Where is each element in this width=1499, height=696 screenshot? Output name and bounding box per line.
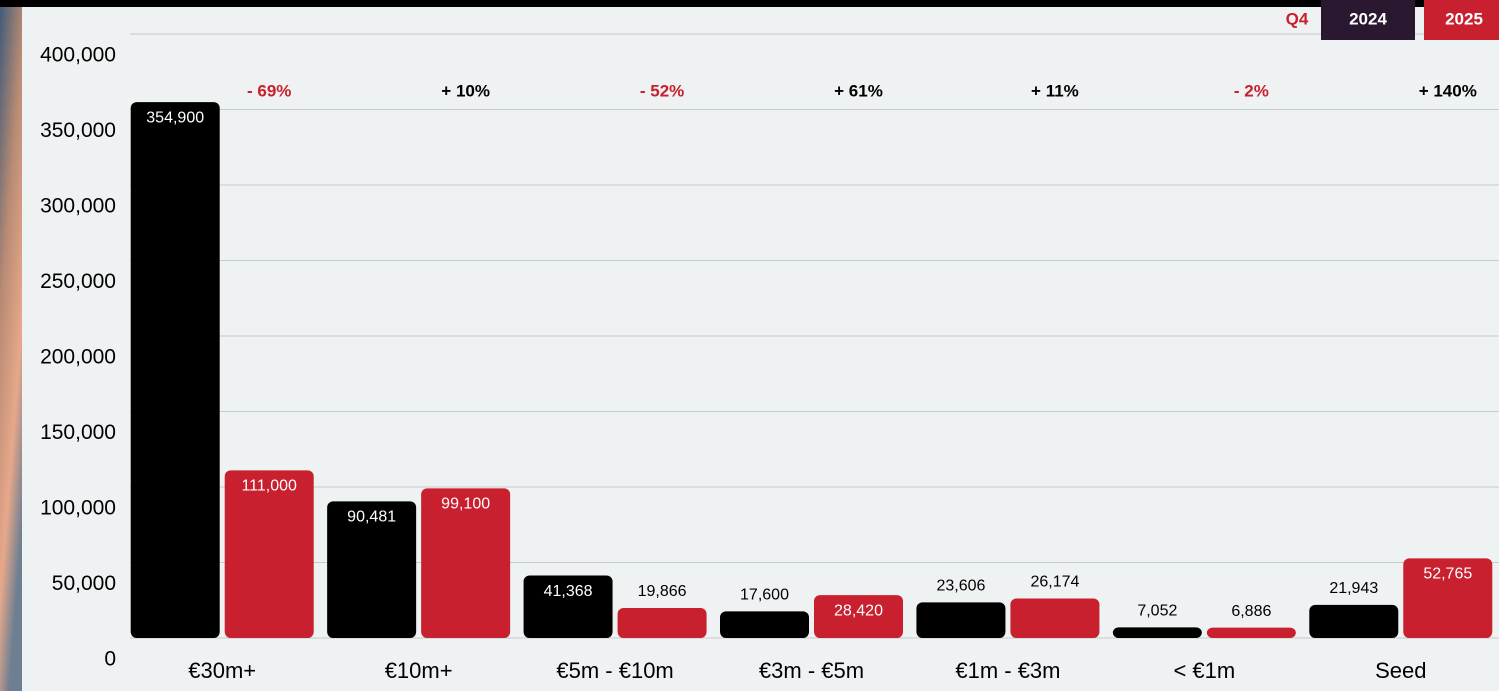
y-tick-label: 200,000 [40,346,116,369]
x-tick-label: €5m - €10m [556,658,673,683]
y-tick-label: 150,000 [40,421,116,444]
x-tick-label: €3m - €5m [759,658,864,683]
y-tick-label: 400,000 [40,44,116,67]
change-label: - 69% [247,81,291,100]
y-tick-label: 250,000 [40,270,116,293]
bar [618,608,707,638]
y-tick-label: 100,000 [40,497,116,520]
side-photo [0,0,22,691]
change-label: + 61% [834,81,883,100]
bar [1010,598,1099,638]
y-tick-label: 50,000 [52,572,116,595]
bar [1309,605,1398,638]
bar [1113,627,1202,638]
chart: Q4 0 50,000 100,000 150,000 200,000 250,000 30… [0,0,1499,691]
data-label: 28,420 [834,602,883,619]
data-label: 111,000 [241,478,297,495]
data-label: 99,100 [441,496,490,513]
data-label: 41,368 [544,583,593,600]
y-tick-label: 300,000 [40,195,116,218]
data-label: 26,174 [1030,574,1079,591]
change-label: - 2% [1234,81,1269,100]
bar [225,470,314,638]
data-label: 354,900 [146,109,204,126]
data-label: 6,886 [1231,603,1271,620]
x-tick-label: Seed [1375,658,1426,683]
data-label: 52,765 [1423,566,1472,583]
change-label: + 140% [1419,81,1477,100]
change-label: + 10% [441,81,490,100]
x-tick-label: < €1m [1173,658,1235,683]
legend: Q4 [1286,9,1309,28]
data-label: 21,943 [1329,580,1378,597]
bar [720,611,809,638]
bar [916,602,1005,638]
y-tick-label: 0 [104,648,116,671]
x-tick-label: €30m+ [188,658,256,683]
data-label: 7,052 [1137,603,1177,620]
change-label: - 52% [640,81,684,100]
legend-label: 2024 [1349,9,1387,28]
legend-title: Q4 [1286,9,1309,28]
legend-label: 2025 [1445,9,1483,28]
change-label: + 11% [1031,81,1079,100]
x-tick-label: €1m - €3m [955,658,1060,683]
y-tick-label: 350,000 [40,119,116,142]
data-label: 17,600 [740,587,789,604]
data-label: 23,606 [936,578,985,595]
bar [1207,628,1296,638]
x-tick-label: €10m+ [385,658,453,683]
data-label: 19,866 [638,583,687,600]
bar [131,102,220,638]
data-label: 90,481 [347,509,396,526]
top-strip [0,0,1499,7]
